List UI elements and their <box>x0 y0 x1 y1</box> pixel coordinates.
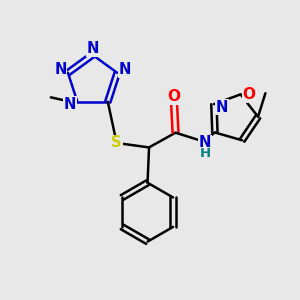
Text: N: N <box>216 100 228 115</box>
Text: N: N <box>54 62 67 77</box>
Text: N: N <box>118 62 131 77</box>
Text: H: H <box>200 147 211 161</box>
Text: O: O <box>168 89 181 104</box>
Text: S: S <box>111 136 122 151</box>
Text: N: N <box>64 97 76 112</box>
Text: N: N <box>86 41 99 56</box>
Text: N: N <box>199 136 211 151</box>
Text: O: O <box>242 87 255 102</box>
